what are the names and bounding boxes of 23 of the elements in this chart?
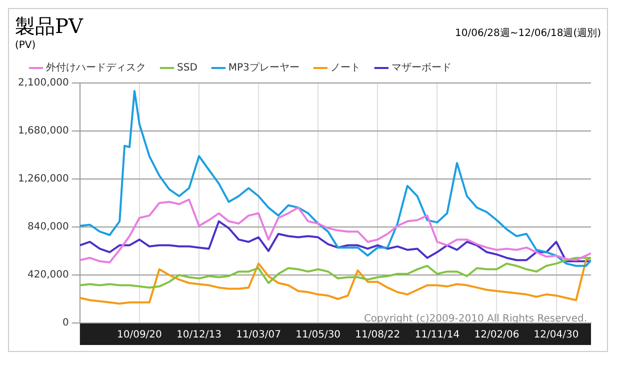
x-tick-label: 12/02/06 bbox=[474, 330, 520, 341]
legend-label: ノート bbox=[330, 62, 360, 74]
x-tick-label: 11/05/30 bbox=[296, 330, 341, 341]
x-tick-label: 11/03/07 bbox=[236, 330, 281, 341]
legend-label: SSD bbox=[177, 62, 198, 74]
x-tick-label: 10/09/20 bbox=[116, 330, 162, 341]
annotation: Copyright (c)2009-2010 All Rights Reserved. bbox=[364, 314, 587, 325]
y-tick-label: 1,680,000 bbox=[18, 126, 69, 137]
y-axis-title: (PV) bbox=[15, 40, 37, 51]
x-tick-label: 12/04/30 bbox=[534, 330, 579, 341]
x-tick-label: 10/12/13 bbox=[176, 330, 222, 341]
y-tick-label: 840,000 bbox=[28, 222, 69, 233]
y-tick-label: 1,260,000 bbox=[18, 174, 69, 185]
y-tick-label: 0 bbox=[62, 318, 69, 329]
y-tick-label: 420,000 bbox=[28, 270, 69, 281]
chart-title: 製品PV bbox=[15, 13, 83, 40]
legend-label: 外付けハードディスク bbox=[46, 62, 146, 74]
x-tick-label: 11/08/22 bbox=[355, 330, 400, 341]
legend-label: マザーボード bbox=[391, 62, 452, 74]
y-tick-label: 2,100,000 bbox=[18, 78, 69, 89]
legend-label: MP3プレーヤー bbox=[228, 62, 300, 74]
chart-subtitle: 10/06/28週~12/06/18週(週別) bbox=[454, 27, 601, 40]
x-tick-label: 11/11/14 bbox=[414, 330, 460, 341]
